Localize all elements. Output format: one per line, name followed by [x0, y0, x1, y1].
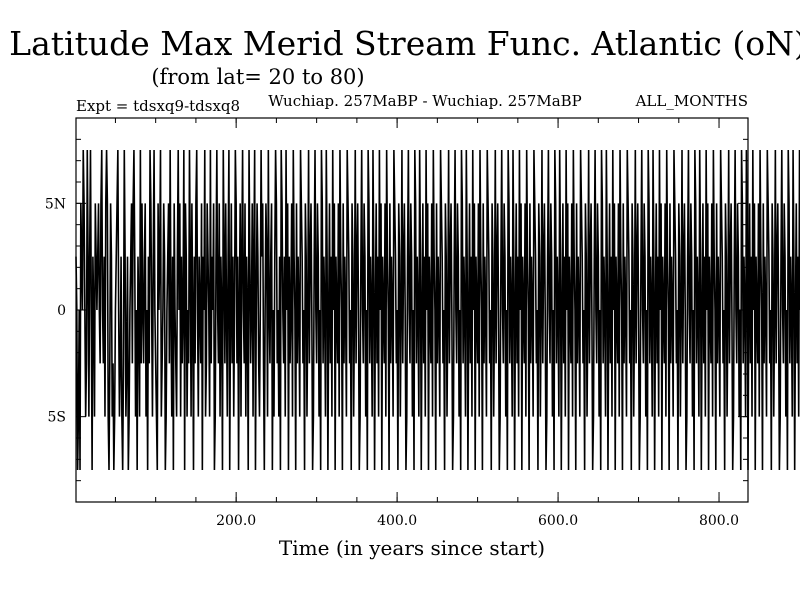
x-axis-title: Time (in years since start)	[279, 536, 545, 560]
x-tick-label: 600.0	[538, 513, 578, 529]
x-tick-label: 400.0	[377, 513, 417, 529]
x-tick-label: 200.0	[216, 513, 256, 529]
y-tick-label: 0	[57, 303, 66, 319]
comparison-label: Wuchiap. 257MaBP - Wuchiap. 257MaBP	[268, 92, 582, 110]
y-tick-label: 5S	[48, 410, 67, 426]
period-label: ALL_MONTHS	[635, 92, 748, 110]
x-tick-label: 800.0	[699, 513, 739, 529]
series-line	[75, 149, 800, 471]
chart-title: Latitude Max Merid Stream Func. Atlantic…	[9, 24, 800, 63]
plot-area: 200.0 400.0 600.0 800.0 5N 0 5S	[45, 117, 800, 529]
y-tick-label: 5N	[45, 196, 66, 212]
chart-subtitle: (from lat= 20 to 80)	[151, 65, 364, 89]
expt-label: Expt = tdsxq9-tdsxq8	[76, 97, 240, 115]
